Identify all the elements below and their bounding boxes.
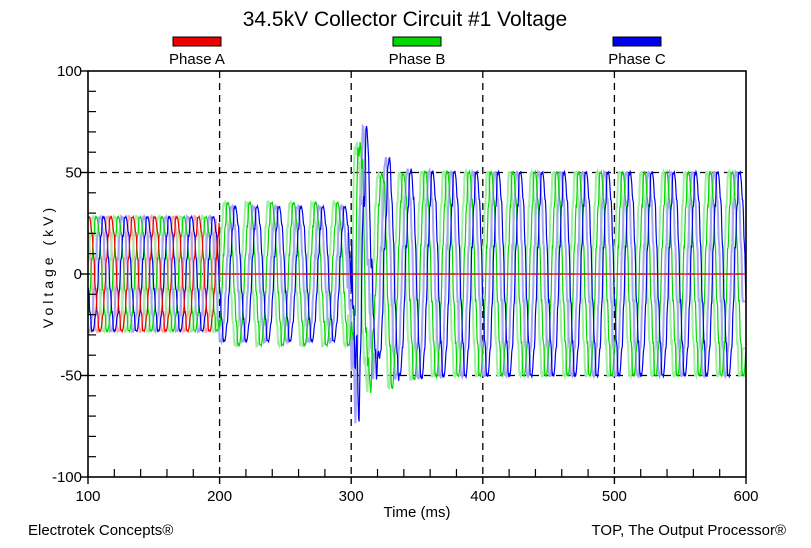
waveform-traces xyxy=(88,123,746,424)
x-tick-label-100: 100 xyxy=(75,488,100,505)
legend-swatch-phase-c xyxy=(612,36,662,47)
trace-phase-c xyxy=(88,125,746,422)
axis-ticks xyxy=(81,70,747,484)
footer-left: Electrotek Concepts® xyxy=(28,522,173,539)
legend-label-phase-c: Phase C xyxy=(608,51,666,68)
trace-light-phase-b xyxy=(88,140,746,393)
trace-light-phase-a xyxy=(88,213,220,335)
chart-title: 34.5kV Collector Circuit #1 Voltage xyxy=(243,8,568,31)
x-axis-label: Time (ms) xyxy=(384,504,451,521)
trace-phase-a xyxy=(88,214,746,334)
x-tick-label-400: 400 xyxy=(470,488,495,505)
x-tick-label-500: 500 xyxy=(602,488,627,505)
x-tick-label-200: 200 xyxy=(207,488,232,505)
legend-label-phase-b: Phase B xyxy=(389,51,446,68)
legend-swatch-phase-a xyxy=(172,36,222,47)
y-tick-label-50: 50 xyxy=(65,165,82,182)
y-tick-label-100: 100 xyxy=(57,63,82,80)
legend: Phase A Phase B Phase C xyxy=(169,36,666,68)
x-tick-label-300: 300 xyxy=(339,488,364,505)
y-tick-label-0: 0 xyxy=(74,266,82,283)
x-tick-label-600: 600 xyxy=(733,488,758,505)
trace-light-phase-c xyxy=(88,123,746,424)
y-tick-label--100: -100 xyxy=(52,469,82,486)
legend-label-phase-a: Phase A xyxy=(169,51,225,68)
y-tick-label--50: -50 xyxy=(60,368,82,385)
legend-swatch-phase-b xyxy=(392,36,442,47)
footer-right: TOP, The Output Processor® xyxy=(592,522,786,539)
y-axis-label: Voltage (kV) xyxy=(40,204,56,328)
trace-phase-b xyxy=(88,141,746,393)
